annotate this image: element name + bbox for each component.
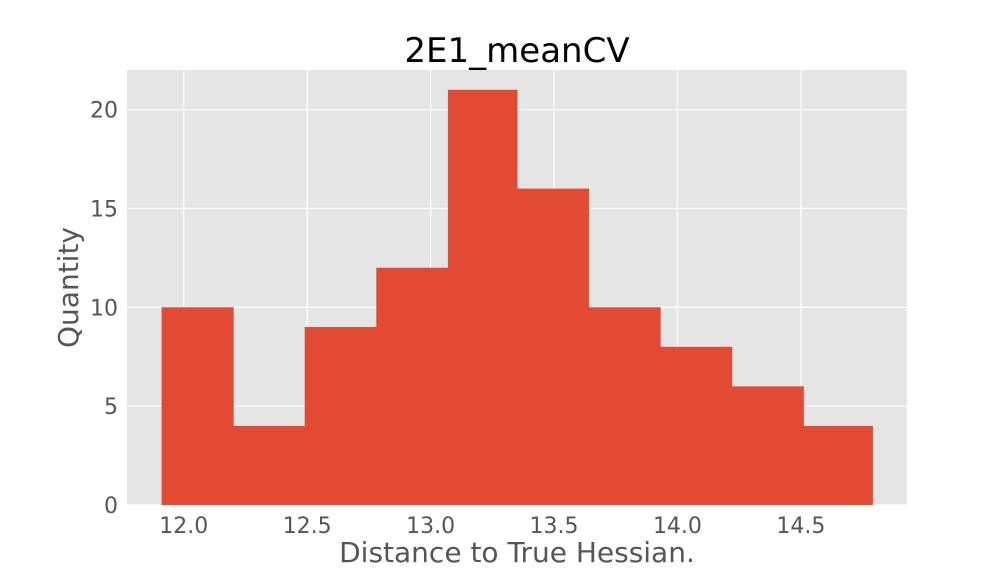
- x-tick-label: 14.5: [776, 514, 825, 539]
- x-tick-label: 13.0: [406, 514, 455, 539]
- bars: [161, 89, 873, 506]
- y-tick-label: 10: [90, 296, 118, 321]
- histogram-bar: [803, 425, 873, 505]
- histogram-bar: [161, 307, 234, 505]
- chart-title: 2E1_meanCV: [404, 31, 629, 71]
- histogram-bar: [376, 267, 449, 505]
- histogram-bar: [517, 188, 590, 506]
- y-tick-label: 20: [90, 99, 118, 124]
- y-tick-label: 0: [104, 494, 118, 519]
- y-axis-label: Quantity: [52, 227, 85, 348]
- x-tick-label: 13.5: [530, 514, 579, 539]
- histogram-bar: [304, 327, 377, 505]
- y-tick-label: 5: [104, 395, 118, 420]
- x-tick-label: 12.5: [283, 514, 332, 539]
- histogram-bar: [447, 89, 518, 505]
- histogram-bar: [731, 386, 804, 505]
- x-axis-label: Distance to True Hessian.: [339, 536, 695, 569]
- x-tick-label: 14.0: [653, 514, 702, 539]
- histogram-bar: [660, 346, 733, 505]
- x-tick-label: 12.0: [159, 514, 208, 539]
- y-tick-label: 15: [90, 197, 118, 222]
- tick-labels: 12.0 12.5 13.0 13.5 14.0 14.5 0 5 10 15 20: [90, 99, 825, 539]
- histogram-bar: [588, 307, 661, 505]
- histogram-bar: [233, 425, 306, 505]
